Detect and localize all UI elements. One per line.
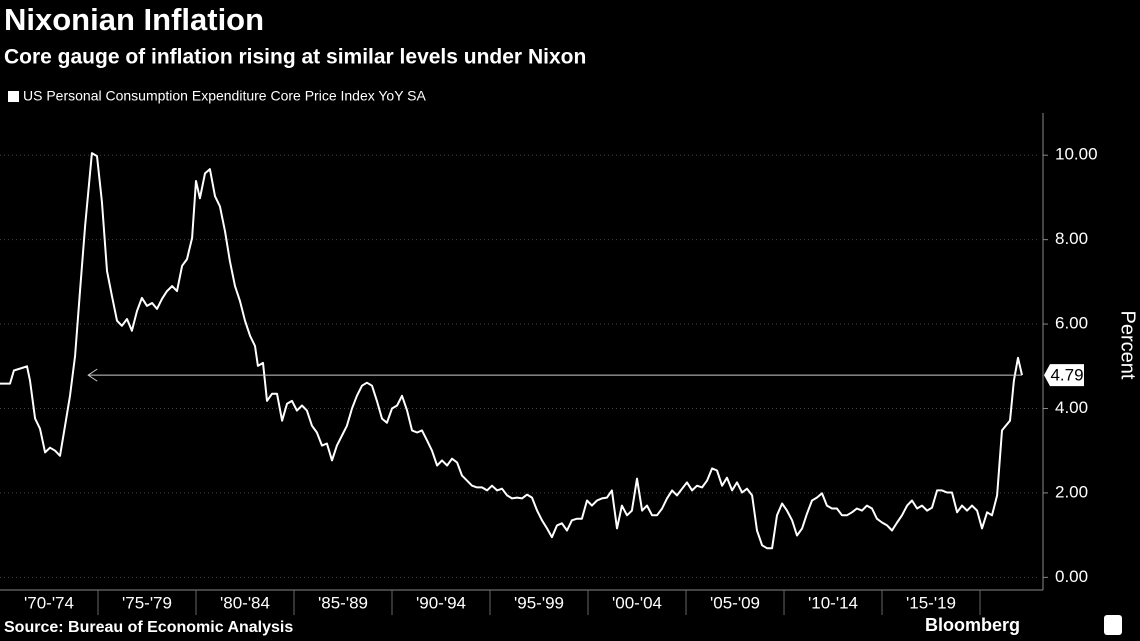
x-tick-label: '80-'84: [220, 593, 270, 612]
x-tick-label: '10-'14: [808, 593, 858, 612]
x-tick-label: '85-'89: [318, 593, 368, 612]
brand: Bloomberg: [925, 615, 1020, 635]
chart-title: Nixonian Inflation: [4, 2, 264, 37]
y-tick-label: 10.00: [1055, 145, 1098, 164]
y-tick-label: 2.00: [1055, 482, 1088, 501]
chart-subtitle: Core gauge of inflation rising at simila…: [4, 46, 586, 69]
y-axis-label: Percent: [1117, 311, 1139, 380]
x-tick-label: '95-'99: [514, 593, 564, 612]
value-box-label: 4.79: [1050, 366, 1083, 385]
x-tick-label: '90-'94: [416, 593, 466, 612]
value-box: [1044, 364, 1084, 387]
y-tick-label: 6.00: [1055, 314, 1088, 333]
source: Source: Bureau of Economic Analysis: [4, 619, 293, 636]
legend-swatch: [8, 91, 19, 102]
brand-logo: [1104, 615, 1122, 635]
x-tick-label: '00-'04: [612, 593, 662, 612]
y-tick-label: 0.00: [1055, 567, 1088, 586]
x-tick-label: '75-'79: [122, 593, 172, 612]
line: [0, 152, 1023, 550]
y-tick-label: 4.00: [1055, 398, 1088, 417]
x-tick-label: '70-'74: [24, 593, 74, 612]
x-tick-label: '05-'09: [710, 593, 760, 612]
legend-label: US Personal Consumption Expenditure Core…: [23, 88, 427, 104]
annotation-arrowhead: [87, 368, 98, 382]
y-tick-label: 8.00: [1055, 229, 1088, 248]
x-tick-label: '15-'19: [906, 593, 956, 612]
